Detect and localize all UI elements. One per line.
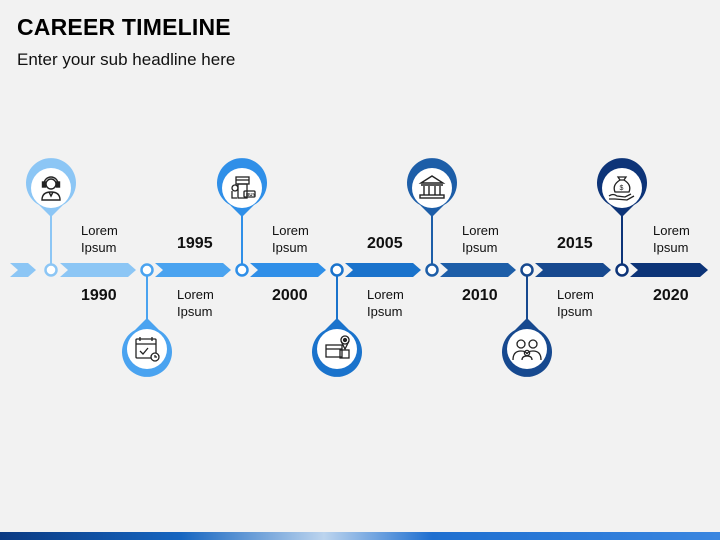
node-dot bbox=[615, 263, 629, 277]
timeline-arrow-4 bbox=[345, 263, 421, 277]
milestone-year-1995: 1995 bbox=[177, 235, 213, 252]
pin-2020: $ bbox=[597, 158, 647, 217]
label-line: Lorem bbox=[367, 287, 404, 302]
timeline-arrow-start bbox=[10, 263, 36, 277]
milestone-year-1990: 1990 bbox=[81, 287, 117, 304]
shop-buy-icon: BUY bbox=[231, 176, 256, 199]
label-line: Ipsum bbox=[81, 240, 117, 255]
page-title: CAREER TIMELINE bbox=[17, 14, 231, 40]
timeline-arrow-2 bbox=[155, 263, 231, 277]
label-line: Ipsum bbox=[177, 304, 213, 319]
node-dots bbox=[44, 263, 629, 277]
page-subtitle: Enter your sub headline here bbox=[17, 50, 236, 69]
timeline-arrows bbox=[10, 263, 708, 277]
label-line: Ipsum bbox=[272, 240, 308, 255]
pin-1995 bbox=[122, 318, 173, 377]
family-icon bbox=[512, 339, 542, 361]
money-bag-hand-icon: $ bbox=[608, 176, 635, 201]
label-line: Ipsum bbox=[462, 240, 498, 255]
milestone-year-2015: 2015 bbox=[557, 235, 593, 252]
milestone-year-2000: 2000 bbox=[272, 287, 308, 304]
pin-2015 bbox=[501, 318, 552, 377]
milestone-label-2000: Lorem Ipsum bbox=[272, 222, 309, 256]
pin-2000: BUY bbox=[217, 158, 267, 217]
milestone-label-2010: Lorem Ipsum bbox=[462, 222, 499, 256]
timeline-arrow-5 bbox=[440, 263, 516, 277]
label-line: Ipsum bbox=[557, 304, 593, 319]
label-line: Lorem bbox=[177, 287, 214, 302]
svg-text:$: $ bbox=[620, 185, 624, 192]
svg-text:BUY: BUY bbox=[246, 192, 256, 197]
timeline-arrow-1 bbox=[60, 263, 136, 277]
pin-1990 bbox=[25, 158, 76, 217]
node-dot bbox=[330, 263, 344, 277]
pin-2010 bbox=[406, 158, 457, 217]
label-line: Lorem bbox=[653, 223, 690, 238]
label-line: Lorem bbox=[81, 223, 118, 238]
milestone-label-2005: Lorem Ipsum bbox=[367, 286, 404, 320]
pin-2005 bbox=[312, 318, 362, 377]
milestone-year-2010: 2010 bbox=[462, 287, 498, 304]
label-line: Lorem bbox=[462, 223, 499, 238]
milestone-label-1990: Lorem Ipsum bbox=[81, 222, 118, 256]
milestone-label-2020: Lorem Ipsum bbox=[653, 222, 690, 256]
node-dot bbox=[140, 263, 154, 277]
label-line: Lorem bbox=[557, 287, 594, 302]
label-line: Ipsum bbox=[653, 240, 689, 255]
timeline-arrow-3 bbox=[250, 263, 326, 277]
bank-icon bbox=[418, 175, 446, 199]
milestone-label-2015: Lorem Ipsum bbox=[557, 286, 594, 320]
calendar-icon bbox=[135, 337, 160, 362]
node-dot bbox=[425, 263, 439, 277]
label-line: Ipsum bbox=[367, 304, 403, 319]
milestone-year-2020: 2020 bbox=[653, 287, 689, 304]
node-dot bbox=[235, 263, 249, 277]
label-line: Lorem bbox=[272, 223, 309, 238]
footer-gradient-bar bbox=[0, 532, 720, 540]
timeline-arrow-7 bbox=[630, 263, 708, 277]
milestone-year-2005: 2005 bbox=[367, 235, 403, 252]
box-location-icon bbox=[325, 335, 350, 359]
milestone-label-1995: Lorem Ipsum bbox=[177, 286, 214, 320]
node-dot bbox=[520, 263, 534, 277]
timeline-arrow-6 bbox=[535, 263, 611, 277]
node-dot bbox=[44, 263, 58, 277]
person-headset-icon bbox=[41, 176, 61, 201]
